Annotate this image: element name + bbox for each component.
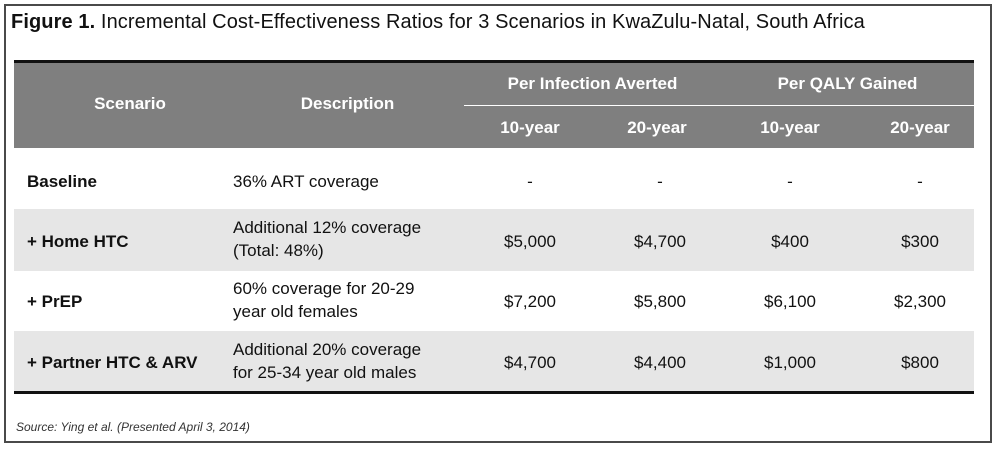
- row-partner-htc-description-line2: for 25-34 year old males: [233, 363, 417, 382]
- row-prep-infection-10: $7,200: [504, 292, 556, 311]
- header-description: Description: [300, 94, 395, 113]
- row-partner-htc-infection-20: $4,400: [634, 353, 686, 372]
- row-baseline-infection-10: -: [527, 172, 533, 191]
- row-baseline-scenario: Baseline: [27, 172, 97, 191]
- source-note: Source: Ying et al. (Presented April 3, …: [16, 420, 250, 434]
- table-header: [14, 63, 974, 148]
- row-home-htc-infection-10: $5,000: [504, 232, 556, 251]
- row-band: [14, 331, 974, 391]
- header-infection-20-year: 20-year: [627, 118, 687, 137]
- figure-title: Figure 1. Incremental Cost-Effectiveness…: [11, 11, 865, 34]
- row-home-htc-qaly-20: $300: [901, 232, 939, 251]
- row-band: [14, 209, 974, 271]
- header-scenario: Scenario: [94, 94, 166, 113]
- header-infection-10-year: 10-year: [500, 118, 560, 137]
- row-baseline-qaly-20: -: [917, 172, 923, 191]
- header-per-infection-averted: Per Infection Averted: [507, 74, 678, 93]
- row-baseline-qaly-10: -: [787, 172, 793, 191]
- header-qaly-20-year: 20-year: [890, 118, 950, 137]
- row-prep-qaly-10: $6,100: [764, 292, 816, 311]
- table-top-rule: [14, 60, 974, 63]
- row-partner-htc-qaly-10: $1,000: [764, 353, 816, 372]
- row-home-htc-description-line2: (Total: 48%): [233, 241, 324, 260]
- row-home-htc-description-line1: Additional 12% coverage: [233, 218, 422, 237]
- row-home-htc-scenario: + Home HTC: [27, 232, 129, 251]
- row-prep-qaly-20: $2,300: [894, 292, 946, 311]
- row-baseline-infection-20: -: [657, 172, 663, 191]
- row-partner-htc-infection-10: $4,700: [504, 353, 556, 372]
- row-home-htc-infection-20: $4,700: [634, 232, 686, 251]
- row-partner-htc-scenario: + Partner HTC & ARV: [27, 353, 198, 372]
- row-partner-htc-description-line1: Additional 20% coverage: [233, 340, 422, 359]
- figure-label: Figure 1.: [11, 11, 96, 33]
- table-bottom-rule: [14, 391, 974, 394]
- row-prep-infection-20: $5,800: [634, 292, 686, 311]
- row-prep-description-line2: year old females: [233, 302, 358, 321]
- row-baseline-description: 36% ART coverage: [233, 172, 379, 191]
- row-partner-htc-qaly-20: $800: [901, 353, 939, 372]
- row-prep-scenario: + PrEP: [27, 292, 83, 311]
- header-qaly-10-year: 10-year: [760, 118, 820, 137]
- row-prep-description-line1: 60% coverage for 20-29: [233, 279, 415, 298]
- figure-title-text: Incremental Cost-Effectiveness Ratios fo…: [95, 11, 865, 33]
- header-divider: [464, 105, 974, 106]
- row-home-htc-qaly-10: $400: [771, 232, 809, 251]
- header-per-qaly-gained: Per QALY Gained: [777, 74, 918, 93]
